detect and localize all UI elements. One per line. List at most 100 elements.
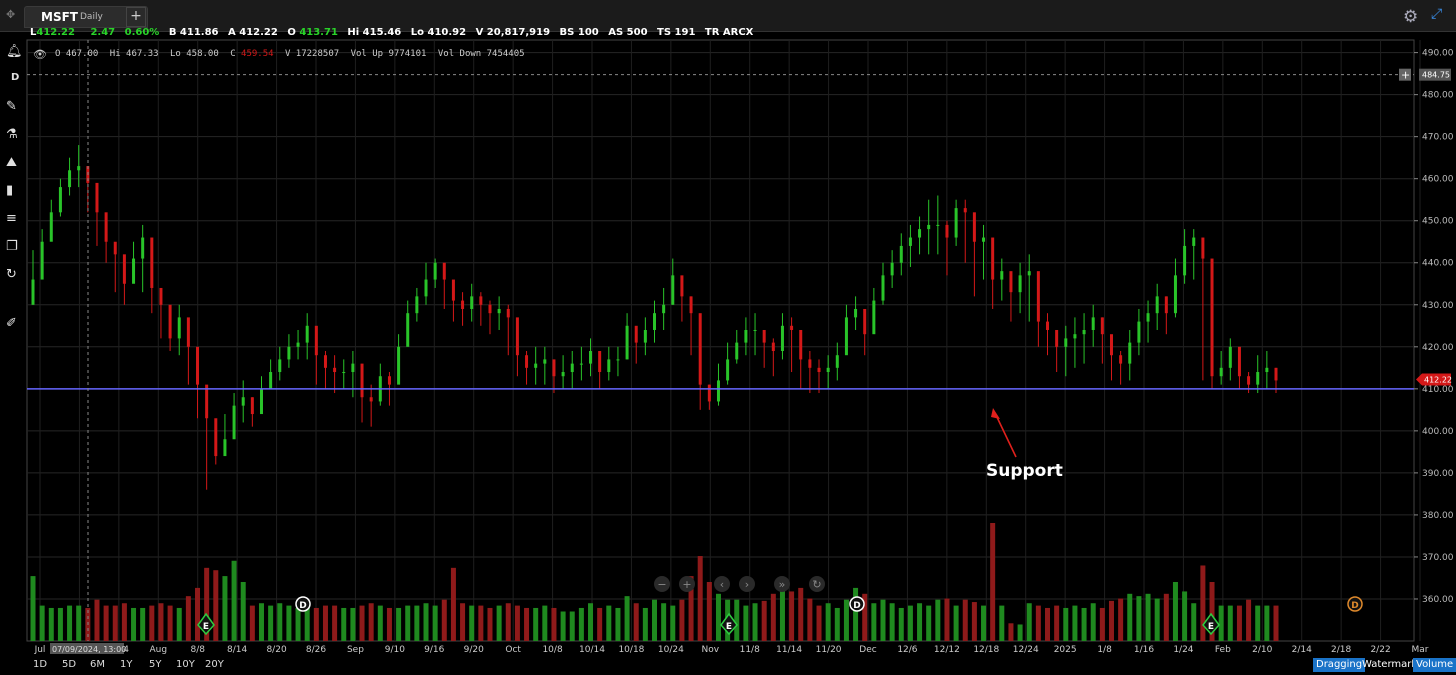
gear-icon[interactable]: ⚙: [1403, 7, 1419, 27]
drag-handle-icon[interactable]: ✥: [6, 8, 16, 21]
candle-body: [433, 262, 437, 280]
scroll-right-icon-bg[interactable]: [739, 576, 755, 592]
candle-body: [753, 329, 757, 331]
volume-bar: [999, 605, 1005, 641]
candle-body: [1100, 317, 1104, 335]
range-1d[interactable]: 1D: [33, 659, 48, 670]
candle-body: [186, 317, 190, 347]
range-5y[interactable]: 5Y: [149, 659, 162, 670]
flask-icon[interactable]: ⚗: [6, 127, 18, 142]
eye-icon[interactable]: 👁: [33, 48, 47, 61]
candle-body: [625, 325, 629, 360]
range-5d[interactable]: 5D: [62, 659, 77, 670]
candle-body: [762, 329, 766, 343]
zoom-in-icon-bg[interactable]: [679, 576, 695, 592]
price-chart[interactable]: 360.00 370.00 380.00 390.00 400.00 410.00 420.…: [0, 0, 1456, 656]
volume-bar: [76, 605, 82, 641]
interval-d-button[interactable]: D: [11, 72, 20, 83]
zoom-out-icon[interactable]: −: [657, 578, 666, 591]
add-alert-button: [1399, 68, 1411, 81]
range-10y[interactable]: 10Y: [176, 659, 195, 670]
y-tick-label: 390.00: [1422, 469, 1454, 479]
pen-icon[interactable]: ✎: [6, 99, 17, 114]
range-20y[interactable]: 20Y: [205, 659, 224, 670]
scroll-end-icon-bg[interactable]: [774, 576, 790, 592]
candle-body: [854, 308, 858, 318]
plus-icon: +: [1401, 69, 1410, 82]
watermark-button[interactable]: Watermark: [1362, 659, 1418, 670]
range-1y[interactable]: 1Y: [120, 659, 133, 670]
expand-icon[interactable]: ⤢: [1431, 6, 1443, 22]
volume-bar: [715, 593, 721, 641]
volume-bar: [103, 605, 109, 641]
change-percent: 0.60%: [124, 27, 160, 38]
scroll-left-icon-bg[interactable]: [714, 576, 730, 592]
candle-body: [31, 279, 35, 305]
y-tick-label: 360.00: [1422, 595, 1454, 605]
bell-icon[interactable]: 🔔︎: [6, 44, 23, 59]
volume-bar: [377, 605, 383, 641]
volume-bar: [642, 607, 648, 641]
volume-bar: [1264, 605, 1270, 641]
zoom-out-icon-bg[interactable]: [654, 576, 670, 592]
layers-icon[interactable]: ≡: [6, 211, 17, 226]
x-tick-label: 9/20: [464, 645, 484, 655]
volume-bar: [487, 607, 493, 641]
x-tick-label: 12/24: [1013, 645, 1039, 655]
candle-body: [214, 418, 218, 457]
candle-body: [954, 208, 958, 238]
candle-body: [835, 355, 839, 368]
reset-icon-bg[interactable]: [809, 576, 825, 592]
volume-bar: [149, 605, 155, 641]
volume-bar: [432, 605, 438, 641]
ohlc-vol-down: Vol Down 7454405: [437, 49, 525, 59]
volume-bar: [195, 587, 201, 641]
volume-bar: [661, 603, 667, 641]
candle-body: [205, 384, 209, 419]
candle-body: [1009, 271, 1013, 293]
chart-type-icon[interactable]: ⛰: [6, 155, 17, 170]
candle-body: [799, 329, 803, 360]
volume-bar: [94, 599, 100, 641]
candle-body: [1219, 367, 1223, 377]
volume-bar: [396, 607, 402, 641]
reset-icon[interactable]: ↻: [812, 578, 821, 591]
volume-bar: [386, 607, 392, 641]
refresh-icon[interactable]: ↻: [6, 267, 17, 282]
volume-bar: [615, 607, 621, 641]
scroll-left-icon[interactable]: ‹: [720, 578, 724, 591]
x-tick-label: 12/12: [934, 645, 960, 655]
volume-bar: [1191, 603, 1197, 641]
candle-body: [77, 166, 81, 171]
range-6m[interactable]: 6M: [90, 659, 105, 670]
dragging-button[interactable]: Dragging: [1313, 658, 1366, 672]
zoom-in-icon[interactable]: +: [682, 578, 691, 591]
candle-body: [68, 170, 72, 188]
candle-body: [643, 329, 647, 343]
candle-body: [991, 237, 995, 280]
candle-body: [95, 182, 99, 213]
candle-body: [1173, 275, 1177, 314]
candle-body: [461, 300, 465, 309]
candle-body: [1119, 355, 1123, 364]
volume-button[interactable]: Volume: [1413, 658, 1456, 672]
copy-icon[interactable]: ❐: [6, 239, 18, 254]
eraser-icon[interactable]: ✐: [6, 316, 17, 331]
volume-bar: [1081, 607, 1087, 641]
volume-bar: [962, 599, 968, 641]
new-tab-button[interactable]: +: [126, 7, 146, 27]
bar-chart-icon[interactable]: ▮: [6, 183, 14, 198]
ohlc-close: 459.54: [241, 49, 274, 59]
candle-body: [49, 212, 53, 242]
volume-bar: [1255, 605, 1261, 641]
candle-body: [1027, 271, 1031, 276]
volume-bar: [176, 607, 182, 641]
scroll-end-icon[interactable]: »: [779, 578, 786, 591]
candle-body: [552, 359, 556, 377]
x-tick-label: Oct: [505, 645, 521, 655]
volume-bar: [121, 603, 127, 641]
scroll-right-icon[interactable]: ›: [745, 578, 749, 591]
candle-body: [159, 287, 163, 305]
volume-bar: [578, 607, 584, 641]
volume-bar: [405, 605, 411, 641]
